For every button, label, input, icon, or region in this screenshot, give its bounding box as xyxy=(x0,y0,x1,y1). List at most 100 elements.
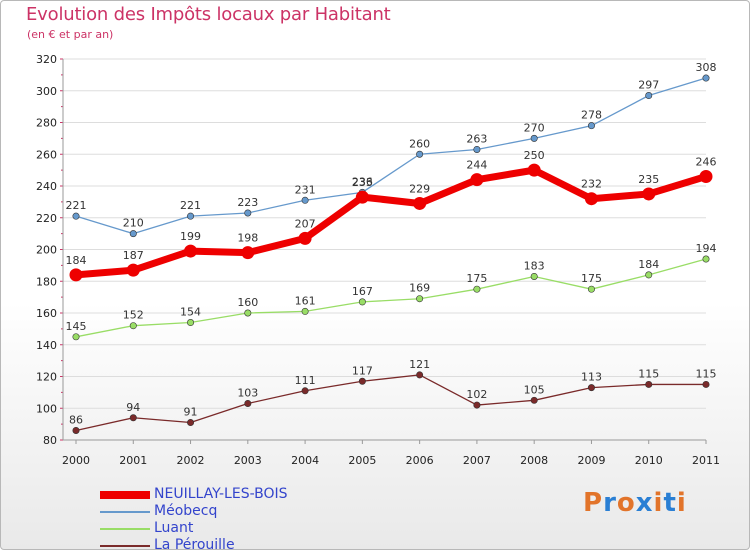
legend-swatch xyxy=(100,528,150,530)
x-tick-label: 2006 xyxy=(406,454,434,467)
data-label: 221 xyxy=(66,199,87,212)
legend-swatch xyxy=(100,511,150,513)
data-point xyxy=(642,187,656,201)
data-label: 260 xyxy=(409,137,430,150)
data-label: 86 xyxy=(69,413,83,426)
data-label: 297 xyxy=(638,79,659,92)
data-label: 175 xyxy=(466,272,487,285)
data-label: 91 xyxy=(184,406,198,419)
data-label: 111 xyxy=(295,374,316,387)
y-tick-label: 220 xyxy=(36,212,57,225)
x-tick-label: 2010 xyxy=(635,454,663,467)
data-point xyxy=(126,263,140,277)
data-point xyxy=(587,122,595,130)
data-label: 231 xyxy=(295,183,316,196)
data-label: 183 xyxy=(524,259,545,272)
x-tick-label: 2011 xyxy=(692,454,720,467)
data-point xyxy=(301,387,309,395)
data-label: 160 xyxy=(237,296,258,309)
x-tick-label: 2007 xyxy=(463,454,491,467)
logo-letter: i xyxy=(653,488,664,518)
data-point xyxy=(645,271,653,279)
data-label: 154 xyxy=(180,306,201,319)
data-label: 236 xyxy=(352,175,373,188)
data-point xyxy=(298,231,312,245)
data-point xyxy=(244,309,252,317)
x-tick-label: 2009 xyxy=(577,454,605,467)
y-tick-label: 120 xyxy=(36,371,57,384)
data-point xyxy=(473,285,481,293)
data-point xyxy=(187,212,195,220)
x-tick-label: 2002 xyxy=(177,454,205,467)
data-label: 270 xyxy=(524,121,545,134)
data-label: 184 xyxy=(638,258,659,271)
data-point xyxy=(702,74,710,82)
y-tick-label: 140 xyxy=(36,339,57,352)
logo-letter: x xyxy=(635,488,654,518)
data-point xyxy=(184,244,198,258)
logo-letter: o xyxy=(616,488,636,518)
data-point xyxy=(473,145,481,153)
data-point xyxy=(584,192,598,206)
data-label: 263 xyxy=(466,132,487,145)
data-point xyxy=(129,322,137,330)
data-point xyxy=(587,384,595,392)
data-point xyxy=(72,426,80,434)
x-tick-label: 2001 xyxy=(119,454,147,467)
data-label: 233 xyxy=(352,176,373,189)
series-line xyxy=(75,166,708,279)
proxiti-logo: Proxiti xyxy=(583,488,687,518)
data-point xyxy=(645,380,653,388)
data-point xyxy=(241,246,255,260)
data-label: 175 xyxy=(581,272,602,285)
data-label: 250 xyxy=(524,149,545,162)
x-tick-label: 2008 xyxy=(520,454,548,467)
data-point xyxy=(413,196,427,210)
data-label: 199 xyxy=(180,230,201,243)
data-label: 161 xyxy=(295,294,316,307)
y-tick-label: 320 xyxy=(36,53,57,66)
series-line xyxy=(75,77,707,235)
data-point xyxy=(587,285,595,293)
data-point xyxy=(72,333,80,341)
data-label: 184 xyxy=(66,254,87,267)
data-point xyxy=(702,380,710,388)
data-point xyxy=(416,371,424,379)
data-point xyxy=(358,377,366,385)
chart-title: Evolution des Impôts locaux par Habitant xyxy=(26,4,391,25)
y-tick-label: 240 xyxy=(36,180,57,193)
data-point xyxy=(416,150,424,158)
logo-letter: i xyxy=(676,488,687,518)
data-label: 207 xyxy=(295,217,316,230)
data-point xyxy=(72,212,80,220)
data-label: 198 xyxy=(237,232,258,245)
logo-letter: r xyxy=(603,488,617,518)
data-label: 232 xyxy=(581,178,602,191)
data-point xyxy=(470,173,484,187)
data-point xyxy=(244,209,252,217)
data-point xyxy=(244,399,252,407)
data-point xyxy=(355,190,369,204)
data-label: 117 xyxy=(352,364,373,377)
y-tick-label: 280 xyxy=(36,117,57,130)
y-tick-label: 300 xyxy=(36,85,57,98)
x-tick-label: 2000 xyxy=(62,454,90,467)
series-line xyxy=(75,374,706,432)
data-point xyxy=(645,92,653,100)
data-label: 187 xyxy=(123,249,144,262)
data-label: 115 xyxy=(638,367,659,380)
data-label: 94 xyxy=(126,401,140,414)
data-label: 235 xyxy=(638,173,659,186)
data-point xyxy=(187,419,195,427)
y-tick-label: 180 xyxy=(36,275,57,288)
data-point xyxy=(416,295,424,303)
legend-label: Méobecq xyxy=(154,503,218,519)
legend-label: Luant xyxy=(154,520,194,536)
data-point xyxy=(129,414,137,422)
data-label: 169 xyxy=(409,282,430,295)
legend-swatch xyxy=(100,545,150,547)
data-label: 105 xyxy=(524,383,545,396)
y-tick-label: 260 xyxy=(36,148,57,161)
data-label: 244 xyxy=(466,159,487,172)
